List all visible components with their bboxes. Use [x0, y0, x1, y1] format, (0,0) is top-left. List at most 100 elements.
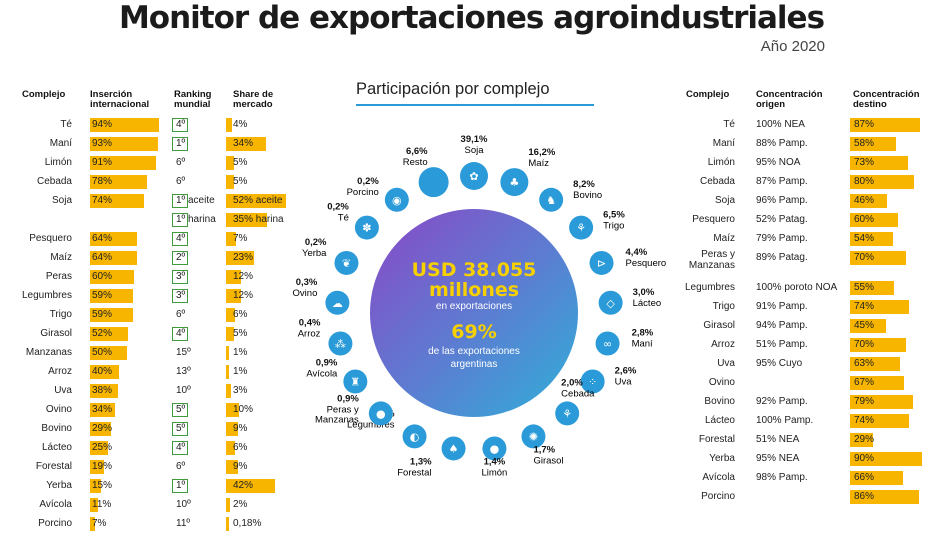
center-share: 69%	[451, 321, 496, 343]
left-row-name: Trigo	[49, 309, 72, 320]
insercion-bar	[90, 251, 137, 265]
ranking-value: 15º	[176, 347, 191, 358]
share-axis	[226, 175, 228, 189]
share-value: 6%	[233, 309, 248, 320]
insercion-bar	[90, 156, 157, 170]
origen-value: 79% Pamp.	[756, 233, 808, 244]
slice-name: Resto	[403, 157, 428, 168]
bean-icon-glyph: ◐	[410, 430, 420, 443]
right-row-name: Limón	[707, 157, 735, 168]
slice-pct: 0,4%	[299, 317, 321, 328]
share-value: 34%	[233, 138, 254, 149]
share-value: 1%	[233, 347, 248, 358]
share-axis	[226, 479, 228, 493]
slice-pct: 2,8%	[632, 327, 654, 338]
share-axis	[226, 213, 228, 227]
yerba-icon	[334, 250, 359, 275]
slice-name: Girasol	[533, 455, 563, 466]
destino-bar	[850, 452, 922, 466]
share-value: 9%	[233, 423, 248, 434]
share-axis	[226, 194, 228, 208]
share-value: 0,18%	[233, 518, 262, 529]
tree-icon	[441, 436, 466, 461]
milk-icon-glyph: ◇	[606, 297, 615, 310]
insercion-value: 11%	[92, 499, 112, 510]
insercion-value: 91%	[92, 157, 113, 168]
right-row-name: Peras y Manzanas	[688, 249, 735, 271]
peanut-icon-glyph: ∞	[603, 337, 612, 350]
ranking-value: 11º	[176, 518, 191, 529]
share-axis	[226, 289, 228, 303]
insercion-value: 64%	[92, 233, 113, 244]
share-bar	[228, 441, 235, 455]
insercion-bar	[90, 384, 118, 398]
share-bar	[228, 308, 235, 322]
slice-name: Maní	[632, 338, 653, 349]
bean-icon	[402, 424, 427, 449]
left-row-name: Uva	[54, 385, 72, 396]
ranking-box	[172, 422, 188, 436]
share-value: 5%	[233, 176, 248, 187]
share-bar	[228, 479, 275, 493]
ranking-value: 5º	[176, 423, 186, 434]
share-value: 9%	[233, 461, 248, 472]
left-header-insercion: Inserción internacional	[90, 89, 150, 110]
destino-bar	[850, 319, 886, 333]
ranking-value: 1º harina	[176, 214, 216, 225]
origen-value: 100% NEA	[756, 119, 805, 130]
ranking-value: 3º	[176, 290, 186, 301]
slice-pct: 4,4%	[626, 247, 648, 258]
left-row-name: Pesquero	[29, 233, 72, 244]
destino-value: 60%	[854, 214, 875, 225]
apple-icon	[368, 401, 393, 426]
wheat-icon-glyph: ⚘	[576, 222, 586, 235]
right-row-name: Legumbres	[684, 282, 735, 293]
share-value: 42%	[233, 480, 254, 491]
destino-value: 67%	[854, 377, 875, 388]
slice-name: Cebada	[561, 388, 595, 399]
tree-icon-glyph: ♠	[449, 442, 459, 455]
insercion-value: 40%	[92, 366, 113, 377]
origen-value: 94% Pamp.	[756, 320, 808, 331]
left-row-name: Té	[60, 119, 72, 130]
slice-pct: 0,3%	[296, 277, 318, 288]
share-value: 23%	[233, 252, 254, 263]
share-value: 6%	[233, 442, 248, 453]
ranking-box	[172, 289, 188, 303]
share-axis	[226, 384, 228, 398]
share-bar	[228, 460, 239, 474]
insercion-value: 15%	[92, 480, 113, 491]
destino-value: 80%	[854, 176, 875, 187]
share-value: 12%	[233, 290, 254, 301]
insercion-value: 60%	[92, 271, 113, 282]
slice-pct: 1,4%	[484, 456, 506, 467]
destino-value: 70%	[854, 252, 875, 263]
grape-icon-glyph: ⁘	[588, 376, 597, 389]
share-value: 52% aceite	[233, 195, 283, 206]
right-row-name: Arroz	[711, 339, 735, 350]
ranking-value: 6º	[176, 176, 186, 187]
origen-value: 95% Cuyo	[756, 358, 803, 369]
slice-pct: 0,2%	[305, 237, 327, 248]
ranking-value: 1º	[176, 480, 186, 491]
share-axis	[226, 232, 228, 246]
share-bar	[228, 346, 230, 360]
share-bar	[228, 384, 232, 398]
ranking-value: 4º	[176, 233, 186, 244]
share-bar	[228, 422, 239, 436]
circle-icon	[418, 167, 449, 198]
fish-icon	[589, 250, 614, 275]
destino-value: 63%	[854, 358, 875, 369]
share-bar	[228, 137, 266, 151]
insercion-value: 19%	[92, 461, 113, 472]
ranking-box	[172, 118, 188, 132]
insercion-value: 34%	[92, 404, 113, 415]
ranking-box	[172, 194, 188, 208]
insercion-bar	[90, 498, 99, 512]
left-row-name: Girasol	[40, 328, 72, 339]
page-title: Monitor de exportaciones agroindustriale…	[118, 0, 825, 36]
slice-name: Té	[338, 213, 349, 224]
share-axis	[226, 460, 228, 474]
slice-name: Soja	[464, 145, 484, 156]
